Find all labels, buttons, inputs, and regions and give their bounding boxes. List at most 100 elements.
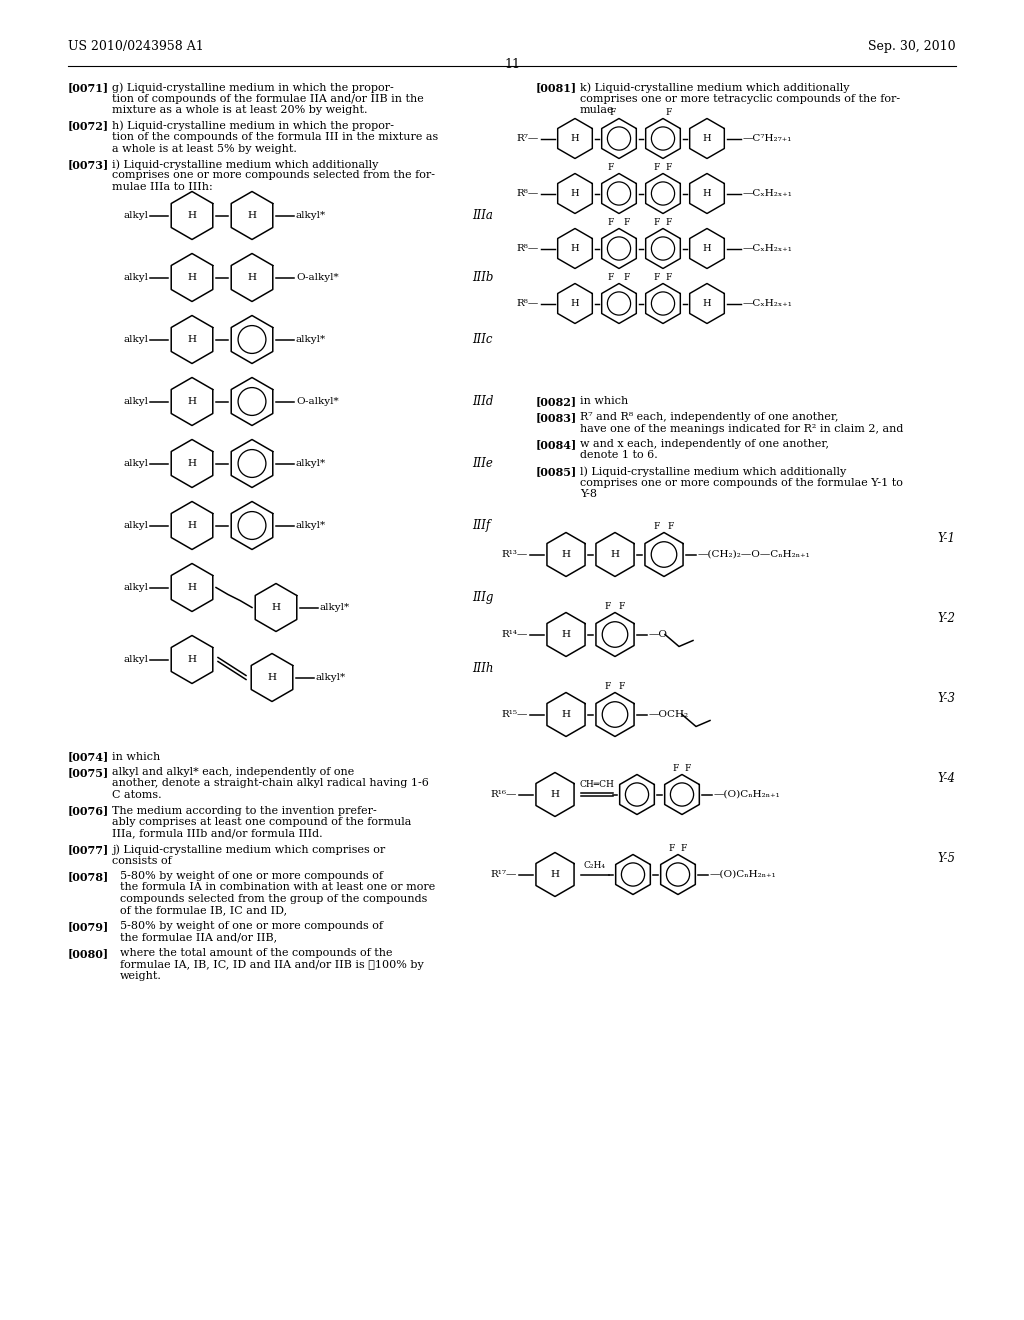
Text: F: F <box>605 602 611 611</box>
Text: F: F <box>605 682 611 690</box>
Text: of the formulae IB, IC and ID,: of the formulae IB, IC and ID, <box>120 906 287 916</box>
Text: 11: 11 <box>504 58 520 71</box>
Text: alkyl and alkyl* each, independently of one: alkyl and alkyl* each, independently of … <box>112 767 354 777</box>
Text: [0077]: [0077] <box>68 843 110 855</box>
Text: alkyl: alkyl <box>123 583 148 591</box>
Text: —(O)CₙH₂ₙ₊₁: —(O)CₙH₂ₙ₊₁ <box>714 789 780 799</box>
Text: F: F <box>610 108 616 117</box>
Text: compounds selected from the group of the compounds: compounds selected from the group of the… <box>120 894 427 904</box>
Text: F: F <box>669 843 675 853</box>
Text: have one of the meanings indicated for R² in claim 2, and: have one of the meanings indicated for R… <box>580 424 903 433</box>
Text: comprises one or more tetracyclic compounds of the for-: comprises one or more tetracyclic compou… <box>580 94 900 103</box>
Text: —CₓH₂ₓ₊₁: —CₓH₂ₓ₊₁ <box>743 189 793 198</box>
Text: H: H <box>187 459 197 469</box>
Text: F: F <box>624 273 630 282</box>
Text: [0082]: [0082] <box>536 396 578 408</box>
Text: H: H <box>187 397 197 407</box>
Text: mixture as a whole is at least 20% by weight.: mixture as a whole is at least 20% by we… <box>112 106 368 115</box>
Text: H: H <box>271 603 281 612</box>
Text: [0074]: [0074] <box>68 751 110 763</box>
Text: H: H <box>561 710 570 719</box>
Text: denote 1 to 6.: denote 1 to 6. <box>580 450 657 461</box>
Text: F: F <box>673 764 679 774</box>
Text: H: H <box>248 273 256 282</box>
Text: F: F <box>608 273 614 282</box>
Text: H: H <box>570 189 580 198</box>
Text: H: H <box>187 273 197 282</box>
Text: R⁸—: R⁸— <box>517 244 539 253</box>
Text: the formulae IIA and/or IIB,: the formulae IIA and/or IIB, <box>120 932 278 942</box>
Text: a whole is at least 5% by weight.: a whole is at least 5% by weight. <box>112 144 297 153</box>
Text: [0071]: [0071] <box>68 82 110 92</box>
Text: F: F <box>608 162 614 172</box>
Text: F: F <box>618 602 626 611</box>
Text: 5-80% by weight of one or more compounds of: 5-80% by weight of one or more compounds… <box>120 921 383 931</box>
Text: IIIa, formula IIIb and/or formula IIId.: IIIa, formula IIIb and/or formula IIId. <box>112 829 323 838</box>
Text: H: H <box>570 244 580 253</box>
Text: alkyl: alkyl <box>123 273 148 282</box>
Text: R⁸—: R⁸— <box>517 189 539 198</box>
Text: F: F <box>666 273 672 282</box>
Text: [0076]: [0076] <box>68 805 110 817</box>
Text: comprises one or more compounds of the formulae Y-1 to: comprises one or more compounds of the f… <box>580 478 903 487</box>
Text: F: F <box>624 218 630 227</box>
Text: tion of the compounds of the formula III in the mixture as: tion of the compounds of the formula III… <box>112 132 438 143</box>
Text: j) Liquid-crystalline medium which comprises or: j) Liquid-crystalline medium which compr… <box>112 843 385 854</box>
Text: F: F <box>681 843 687 853</box>
Text: H: H <box>248 211 256 220</box>
Text: F: F <box>653 521 660 531</box>
Text: R⁸—: R⁸— <box>517 300 539 308</box>
Text: comprises one or more compounds selected from the for-: comprises one or more compounds selected… <box>112 170 435 181</box>
Text: R¹³—: R¹³— <box>502 550 528 558</box>
Text: —OCH₂: —OCH₂ <box>649 710 689 719</box>
Text: alkyl*: alkyl* <box>296 459 326 469</box>
Text: C atoms.: C atoms. <box>112 789 162 800</box>
Text: —CₓH₂ₓ₊₁: —CₓH₂ₓ₊₁ <box>743 244 793 253</box>
Text: —O: —O <box>649 630 668 639</box>
Text: l) Liquid-crystalline medium which additionally: l) Liquid-crystalline medium which addit… <box>580 466 846 477</box>
Text: —(O)CₙH₂ₙ₊₁: —(O)CₙH₂ₙ₊₁ <box>710 870 777 879</box>
Text: weight.: weight. <box>120 972 162 981</box>
Text: F: F <box>618 682 626 690</box>
Text: H: H <box>551 789 559 799</box>
Text: Y-5: Y-5 <box>937 851 955 865</box>
Text: [0085]: [0085] <box>536 466 578 477</box>
Text: alkyl*: alkyl* <box>296 211 326 220</box>
Text: O-alkyl*: O-alkyl* <box>296 397 339 407</box>
Text: C₂H₄: C₂H₄ <box>584 861 606 870</box>
Text: F: F <box>608 218 614 227</box>
Text: F: F <box>666 162 672 172</box>
Text: formulae IA, IB, IC, ID and IIA and/or IIB is ≦100% by: formulae IA, IB, IC, ID and IIA and/or I… <box>120 960 424 969</box>
Text: [0078]: [0078] <box>68 871 110 882</box>
Text: R⁷ and R⁸ each, independently of one another,: R⁷ and R⁸ each, independently of one ano… <box>580 412 839 422</box>
Text: H: H <box>702 135 712 143</box>
Text: F: F <box>653 162 660 172</box>
Text: H: H <box>187 583 197 591</box>
Text: Y-1: Y-1 <box>937 532 955 545</box>
Text: in which: in which <box>112 751 160 762</box>
Text: Y-8: Y-8 <box>580 488 597 499</box>
Text: h) Liquid-crystalline medium in which the propor-: h) Liquid-crystalline medium in which th… <box>112 120 394 131</box>
Text: consists of: consists of <box>112 855 172 866</box>
Text: mulae IIIa to IIIh:: mulae IIIa to IIIh: <box>112 182 213 191</box>
Text: Y-4: Y-4 <box>937 772 955 785</box>
Text: H: H <box>702 300 712 308</box>
Text: IIIc: IIIc <box>472 333 493 346</box>
Text: in which: in which <box>580 396 629 407</box>
Text: IIIf: IIIf <box>472 519 490 532</box>
Text: w and x each, independently of one another,: w and x each, independently of one anoth… <box>580 440 829 449</box>
Text: tion of compounds of the formulae IIA and/or IIB in the: tion of compounds of the formulae IIA an… <box>112 94 424 103</box>
Text: ably comprises at least one compound of the formula: ably comprises at least one compound of … <box>112 817 412 828</box>
Text: [0080]: [0080] <box>68 948 110 960</box>
Text: [0083]: [0083] <box>536 412 578 422</box>
Text: R¹⁵—: R¹⁵— <box>502 710 528 719</box>
Text: [0084]: [0084] <box>536 440 578 450</box>
Text: H: H <box>570 135 580 143</box>
Text: H: H <box>267 673 276 682</box>
Text: F: F <box>668 521 674 531</box>
Text: R¹⁴—: R¹⁴— <box>502 630 528 639</box>
Text: [0073]: [0073] <box>68 158 110 170</box>
Text: The medium according to the invention prefer-: The medium according to the invention pr… <box>112 805 377 816</box>
Text: [0072]: [0072] <box>68 120 110 132</box>
Text: H: H <box>610 550 620 558</box>
